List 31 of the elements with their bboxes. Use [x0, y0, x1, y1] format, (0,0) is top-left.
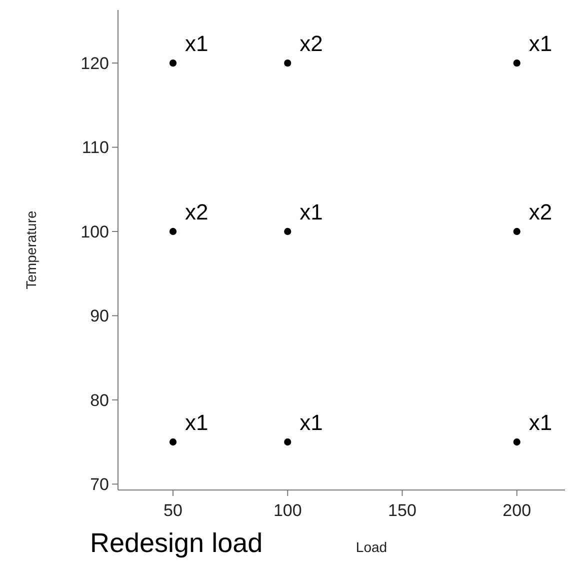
annotation: x2 [300, 31, 323, 56]
annotation: x1 [528, 31, 552, 56]
annotation: x1 [185, 31, 208, 56]
point [513, 438, 520, 446]
y-tick-label: 120 [80, 54, 109, 74]
point [284, 59, 292, 67]
text: Redesign load [90, 528, 263, 558]
annotation: x1 [528, 410, 552, 435]
annotation: x1 [185, 410, 208, 435]
x-tick-label: 150 [388, 501, 416, 520]
y-axis-title: Temperature [23, 210, 39, 290]
y-tick-label: 100 [80, 222, 109, 242]
y-tick-label: 70 [90, 475, 109, 494]
point [513, 59, 520, 67]
y-tick-label: 110 [82, 138, 109, 158]
point [284, 228, 292, 236]
annotation: x2 [528, 199, 552, 224]
point [284, 438, 292, 446]
y-tick-label: 90 [90, 306, 109, 326]
annotation: x2 [185, 199, 208, 224]
point [169, 438, 177, 446]
x-tick-label: 50 [164, 501, 182, 520]
point [169, 59, 177, 67]
x-tick-label: 100 [273, 501, 302, 520]
x-axis-title: Load [356, 539, 388, 555]
annotation: x1 [300, 199, 323, 224]
y-tick-label: 80 [90, 390, 109, 410]
point [169, 228, 177, 236]
x-tick-label: 200 [502, 501, 532, 520]
point [513, 228, 520, 236]
annotation: x1 [300, 410, 323, 435]
